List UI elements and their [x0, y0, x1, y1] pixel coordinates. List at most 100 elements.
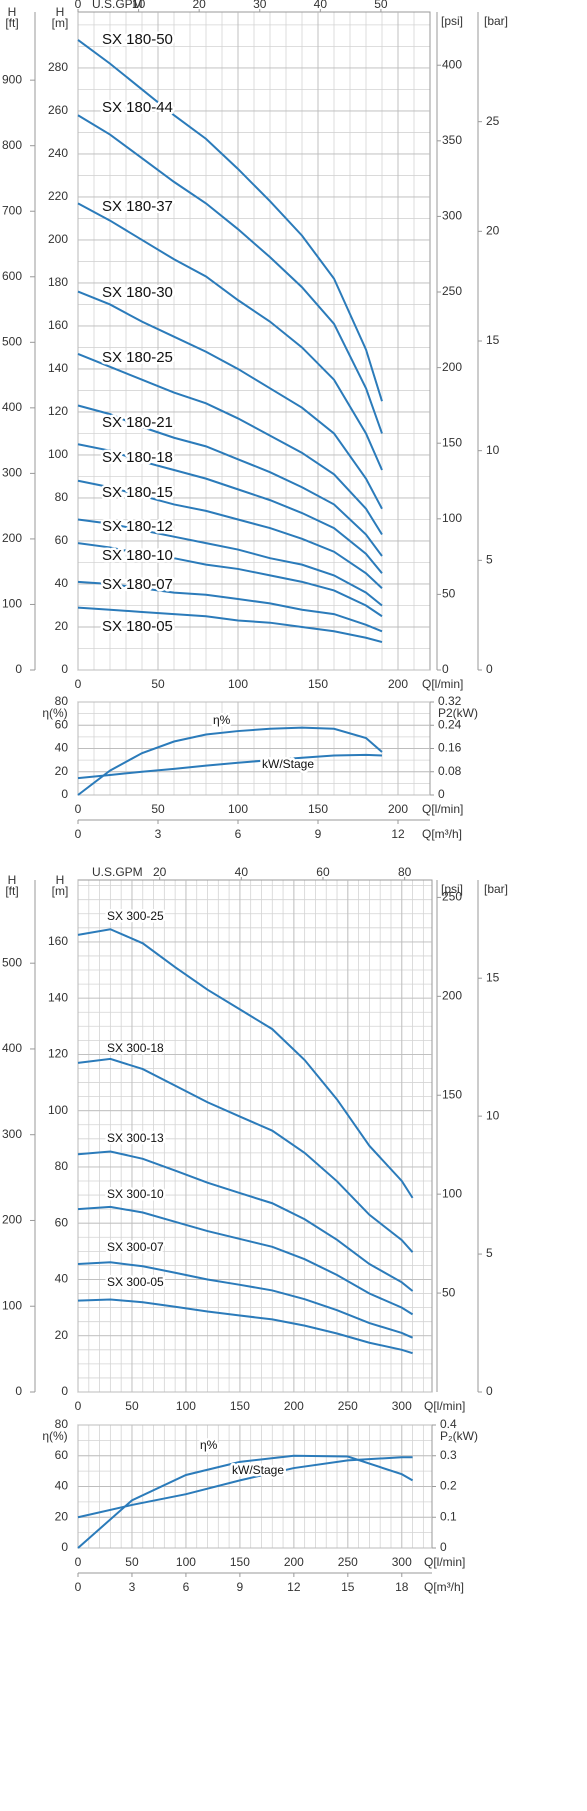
axis-tick-label: 50 [442, 587, 456, 601]
curve-label: SX 180-07 [102, 576, 173, 593]
curve [77, 39, 383, 402]
axis-tick-label: 60 [316, 865, 330, 879]
y2-tick-label: 0.2 [440, 1479, 457, 1493]
curve [77, 580, 383, 633]
curve-label: η% [213, 713, 231, 727]
x-tick-label: 100 [228, 677, 248, 691]
curve [77, 753, 383, 780]
curve [77, 443, 383, 574]
axis-tick-label: 700 [2, 203, 22, 217]
x-tick-label: 0 [75, 1399, 82, 1413]
axis-tick-label: 20 [192, 0, 206, 11]
y-tick-label: 0 [61, 1540, 68, 1554]
axis-unit: Q[m³/h] [422, 827, 462, 841]
axis-tick-label: 20 [153, 865, 167, 879]
axis-tick-label: 200 [2, 531, 22, 545]
y2-tick-label: 0.4 [440, 1417, 457, 1431]
axis-unit: [psi] [441, 14, 463, 28]
y-tick-label: 0 [61, 787, 68, 801]
y2-axis-label: P2(kW) [438, 706, 478, 720]
axis-unit: [ft] [5, 884, 18, 898]
curve [77, 1261, 413, 1339]
axis-unit: U.S.GPM [92, 865, 143, 879]
y-tick-label: 80 [55, 694, 69, 708]
axis-tick-label: 100 [2, 597, 22, 611]
x-tick-label: 200 [284, 1555, 304, 1569]
y-tick-label: 20 [55, 1328, 69, 1342]
axis-tick-label: 100 [442, 1186, 462, 1200]
curve [77, 1150, 414, 1292]
x-tick-label: 300 [392, 1399, 412, 1413]
axis-unit: [ft] [5, 16, 18, 30]
axis-tick-label: 300 [442, 209, 462, 223]
axis-tick-label: 0 [15, 662, 22, 676]
curve [77, 1454, 414, 1549]
y2-tick-label: 0.16 [438, 741, 462, 755]
y-tick-label: 20 [55, 619, 69, 633]
y-tick-label: 160 [48, 934, 68, 948]
y-tick-label: 120 [48, 404, 68, 418]
curve-label: SX 300-05 [107, 1275, 164, 1289]
axis-tick-label: 0 [442, 662, 449, 676]
axis-tick-label: 350 [442, 133, 462, 147]
y-tick-label: 40 [55, 741, 69, 755]
axis-symbol: H [8, 5, 17, 19]
axis-tick-label: 50 [374, 0, 388, 11]
curve-label: SX 180-10 [102, 547, 173, 564]
curve-label: SX 300-18 [107, 1041, 164, 1055]
y2-axis-label: P₂(kW) [440, 1429, 478, 1443]
axis-tick-label: 200 [442, 360, 462, 374]
axis-tick-label: 80 [398, 865, 412, 879]
y-tick-label: 160 [48, 318, 68, 332]
x-tick-label: 0 [75, 677, 82, 691]
axis-tick-label: 10 [132, 0, 146, 11]
y-tick-label: 140 [48, 361, 68, 375]
x-axis-label: Q[l/min] [424, 1555, 465, 1569]
y-tick-label: 60 [55, 717, 69, 731]
axis-tick-label: 12 [391, 827, 405, 841]
axis-tick-label: 300 [2, 1127, 22, 1141]
curve [77, 542, 383, 618]
curve [77, 1456, 413, 1519]
y-tick-label: 40 [55, 1479, 69, 1493]
axis-tick-label: 40 [314, 0, 328, 11]
curve [77, 404, 383, 557]
x-tick-label: 150 [308, 802, 328, 816]
y2-tick-label: 0.3 [440, 1448, 457, 1462]
axis-tick-label: 0 [75, 1580, 82, 1594]
x-tick-label: 150 [230, 1555, 250, 1569]
y-tick-label: 0 [61, 1384, 68, 1398]
axis-tick-label: 50 [442, 1285, 456, 1299]
y-tick-label: 140 [48, 990, 68, 1004]
y-axis-symbol: H [56, 873, 65, 887]
x-tick-label: 0 [75, 1555, 82, 1569]
axis-tick-label: 12 [287, 1580, 301, 1594]
axis-tick-label: 800 [2, 138, 22, 152]
axis-tick-label: 6 [235, 827, 242, 841]
curve-label: SX 180-21 [102, 414, 173, 431]
axis-tick-label: 400 [442, 57, 462, 71]
y2-tick-label: 0.08 [438, 764, 462, 778]
y-tick-label: 20 [55, 1509, 69, 1523]
y-tick-label: 100 [48, 1103, 68, 1117]
curve [77, 202, 383, 471]
curve [77, 1205, 414, 1316]
x-tick-label: 300 [392, 1555, 412, 1569]
y-tick-label: 60 [55, 1448, 69, 1462]
x-tick-label: 50 [125, 1555, 139, 1569]
curve [77, 290, 383, 510]
axis-tick-label: 5 [486, 1246, 493, 1260]
curve [77, 606, 383, 644]
y-tick-label: 80 [55, 1159, 69, 1173]
y2-tick-label: 0.32 [438, 694, 462, 708]
axis-unit: Q[m³/h] [424, 1580, 464, 1594]
curve-label: SX 180-25 [102, 349, 173, 366]
y-tick-label: 260 [48, 103, 68, 117]
y-tick-label: 280 [48, 60, 68, 74]
x-tick-label: 50 [125, 1399, 139, 1413]
curve-label: SX 180-37 [102, 198, 173, 215]
x-tick-label: 0 [75, 802, 82, 816]
y-axis-symbol: H [56, 5, 65, 19]
curve-label: SX 180-12 [102, 518, 173, 535]
